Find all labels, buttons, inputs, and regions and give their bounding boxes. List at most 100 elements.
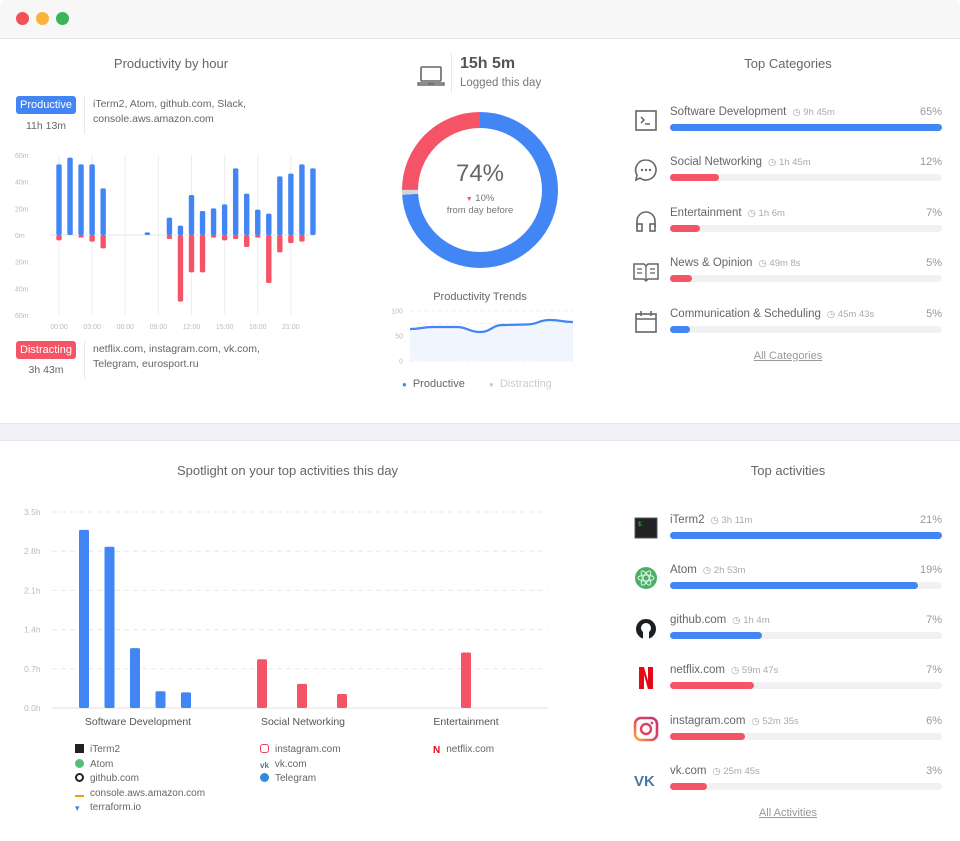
activity-row[interactable]: Atom ◷ 2h 53m 19% (632, 564, 944, 604)
maximize-window-button[interactable] (56, 12, 69, 25)
category-row[interactable]: Entertainment ◷ 1h 6m 7% (632, 207, 944, 247)
category-label: Communication & Scheduling (670, 308, 821, 320)
activity-row[interactable]: netflix.com ◷ 59m 47s 7% (632, 664, 944, 704)
productive-apps: iTerm2, Atom, github.com, Slack, console… (93, 97, 246, 127)
activity-label: netflix.com (670, 664, 725, 676)
legend-label: netflix.com (446, 744, 495, 755)
activity-row[interactable]: github.com ◷ 1h 4m 7% (632, 614, 944, 654)
all-categories-link[interactable]: All Categories (753, 350, 823, 362)
distracting-bar (177, 235, 184, 302)
y-tick-label: 60m (15, 153, 29, 160)
logged-time: 15h 5m (460, 55, 516, 72)
category-label: Entertainment (670, 207, 742, 219)
trend-area (410, 320, 573, 361)
distracting-bar (232, 235, 239, 239)
y-tick-label: 0.7h (24, 664, 41, 674)
netflix-icon (639, 667, 653, 689)
trend-legend-distracting[interactable]: ● Distracting (489, 378, 552, 390)
donut-segment-distracting (402, 112, 558, 268)
productive-bar (78, 164, 84, 235)
x-tick-label: 09:00 (150, 324, 168, 331)
legend-item-vk: vk vk.com (260, 759, 307, 770)
minimize-window-button[interactable] (36, 12, 49, 25)
clock-icon: ◷ (712, 766, 724, 777)
category-progress-fill (670, 174, 719, 181)
legend-label: vk.com (274, 759, 307, 770)
category-row[interactable]: Social Networking ◷ 1h 45m 12% (632, 156, 944, 196)
legend-label: github.com (90, 773, 139, 784)
aws-icon (75, 791, 84, 797)
activity-row[interactable]: instagram.com ◷ 52m 35s 6% (632, 715, 944, 755)
activity-progress-bar (670, 532, 942, 539)
svg-text:$:: $: (638, 522, 643, 528)
distracting-apps: netflix.com, instagram.com, vk.com, Tele… (93, 342, 260, 372)
category-label: Social Networking (261, 716, 345, 728)
category-label: News & Opinion (670, 257, 753, 269)
legend-dot-icon: ● (489, 380, 494, 389)
activity-bar (104, 546, 115, 708)
activity-progress-fill (670, 532, 942, 539)
divider (84, 341, 85, 379)
github-icon (75, 773, 84, 782)
iterm-icon: $: (634, 517, 658, 539)
close-window-button[interactable] (16, 12, 29, 25)
trend-legend-productive[interactable]: ● Productive (402, 378, 465, 390)
category-name: Software Development ◷ 9h 45m (670, 106, 835, 118)
calendar-icon (635, 311, 657, 333)
section-separator (0, 423, 960, 441)
productive-bar (177, 225, 184, 235)
y-tick-label: 20m (15, 206, 29, 213)
book-icon (633, 263, 659, 283)
category-row[interactable]: News & Opinion ◷ 49m 8s 5% (632, 257, 944, 297)
change-label: from day before (446, 205, 514, 216)
distracting-bar (100, 235, 106, 249)
category-row[interactable]: Software Development ◷ 9h 45m 65% (632, 106, 944, 146)
activity-bar (155, 691, 166, 708)
activity-bar (297, 683, 307, 708)
clock-icon: ◷ (792, 107, 804, 118)
clock-icon: ◷ (747, 208, 759, 219)
activity-row[interactable]: VK vk.com ◷ 25m 45s 3% (632, 765, 944, 805)
activity-name: netflix.com ◷ 59m 47s (670, 664, 778, 676)
distracting-apps-line: netflix.com, instagram.com, vk.com, (93, 343, 260, 355)
category-label: Software Development (85, 716, 191, 728)
headphones-icon (636, 211, 656, 232)
activity-progress-bar (670, 733, 942, 740)
category-percent: 12% (919, 156, 942, 168)
y-tick-label: 20m (15, 260, 29, 267)
productive-bar (89, 164, 95, 235)
x-tick-label: 12:00 (183, 324, 201, 331)
productivity-by-hour-chart: 60m 40m 20m 0m 20m 40m 60m 00:00 03:00 06:00 09:00… (15, 153, 316, 331)
y-tick-label: 0.0h (24, 703, 41, 713)
activity-row[interactable]: $: iTerm2 ◷ 3h 11m 21% (632, 514, 944, 554)
vk-icon: vk (260, 761, 269, 770)
category-row[interactable]: Communication & Scheduling ◷ 45m 43s 5% (632, 308, 944, 348)
change-value: 10% (475, 193, 495, 204)
activity-progress-bar (670, 582, 942, 589)
clock-icon: ◷ (826, 309, 838, 320)
y-tick-label: 2.1h (24, 585, 41, 595)
legend-item-github: github.com (75, 773, 139, 784)
productive-time: 11h 13m (25, 120, 67, 132)
category-progress-bar (670, 275, 942, 282)
category-label: Social Networking (670, 156, 763, 168)
activity-time: 3h 11m (721, 515, 753, 526)
activity-time: 52m 35s (762, 716, 799, 727)
productive-bar (244, 193, 250, 235)
x-tick-label: 21:00 (282, 324, 300, 331)
spotlight-chart: 3.5h 2.8h 2.1h 1.4h 0.7h 0.0h Software Develop… (24, 507, 548, 728)
all-activities-link[interactable]: All Activities (758, 807, 818, 819)
legend-dot-icon: ● (402, 380, 407, 389)
category-time: 9h 45m (803, 107, 835, 118)
productivity-percent: 74% (455, 160, 505, 187)
productive-apps-line: console.aws.amazon.com (93, 113, 214, 125)
activity-progress-fill (670, 632, 763, 639)
y-tick-label: 40m (15, 286, 29, 293)
category-progress-fill (670, 275, 692, 282)
productive-bar (210, 208, 217, 235)
activity-name: github.com ◷ 1h 4m (670, 614, 770, 626)
clock-icon: ◷ (710, 515, 722, 526)
legend-item-iterm: iTerm2 (75, 744, 120, 755)
atom-icon (635, 567, 657, 589)
category-progress-bar (670, 124, 942, 131)
